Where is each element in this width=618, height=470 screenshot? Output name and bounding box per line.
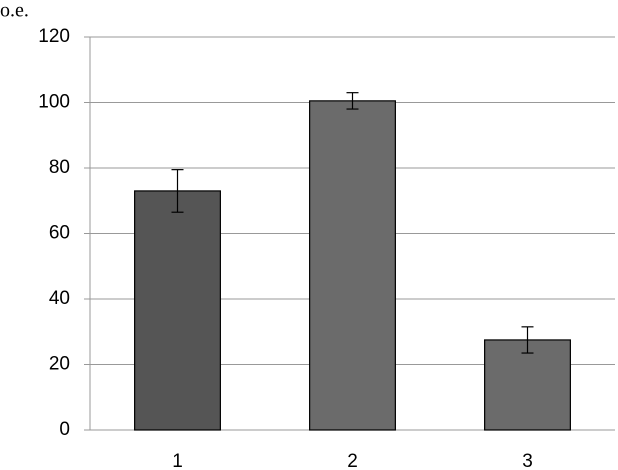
bar — [309, 100, 396, 431]
y-tick-label: 40 — [49, 288, 70, 309]
y-tick-label: 0 — [59, 419, 70, 440]
bar — [134, 190, 221, 431]
error-bar — [171, 169, 184, 213]
y-tick-label: 20 — [49, 354, 70, 375]
y-axis-label: о.е. — [0, 0, 29, 22]
y-tick-label: 80 — [49, 157, 70, 178]
y-tick-label: 100 — [38, 92, 70, 113]
x-tick-label: 3 — [522, 451, 533, 470]
bar — [484, 339, 571, 431]
error-bar — [346, 92, 359, 110]
y-tick-label: 120 — [38, 26, 70, 47]
x-tick-label: 1 — [172, 451, 183, 470]
error-bar — [521, 326, 534, 354]
y-tick-label: 60 — [49, 223, 70, 244]
x-tick-label: 2 — [347, 451, 358, 470]
